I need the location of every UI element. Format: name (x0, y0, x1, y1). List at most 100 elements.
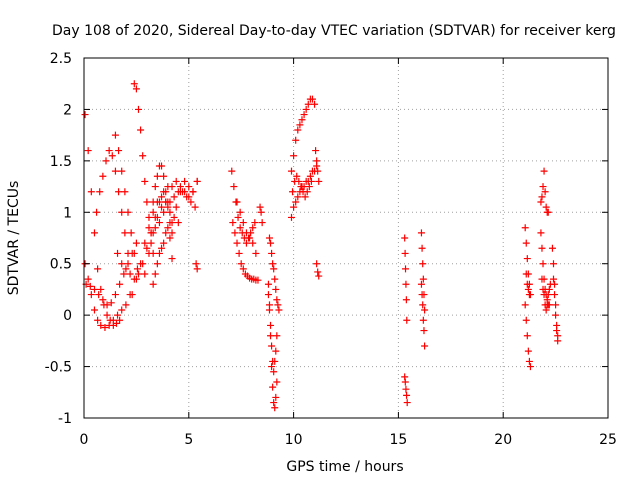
data-point (164, 203, 172, 211)
y-tick-label: -1 (58, 411, 72, 427)
data-point (401, 373, 409, 381)
data-point (541, 188, 549, 196)
data-point (551, 280, 559, 288)
data-point (168, 183, 176, 191)
data-point (181, 177, 189, 185)
plot-area-frame (83, 57, 609, 419)
data-point (548, 244, 556, 252)
data-point (419, 316, 427, 324)
data-point (189, 188, 197, 196)
data-point (172, 177, 180, 185)
data-point (112, 319, 120, 327)
series-arc-x (289, 172, 315, 201)
data-point (268, 342, 276, 350)
data-point (149, 198, 157, 206)
data-point (114, 311, 122, 319)
data-point (270, 399, 278, 407)
data-point (306, 172, 314, 180)
data-point (149, 229, 157, 237)
data-point (143, 244, 151, 252)
data-point (115, 147, 123, 155)
data-point (134, 105, 142, 113)
data-point (242, 229, 250, 237)
data-point (158, 244, 166, 252)
data-point (122, 265, 130, 273)
data-point (419, 275, 427, 283)
data-point (268, 249, 276, 257)
data-point (524, 347, 532, 355)
data-point (114, 249, 122, 257)
data-point (523, 255, 531, 263)
y-tick-label: -0.5 (45, 360, 72, 376)
series-arc-n (192, 260, 201, 273)
data-point (314, 268, 322, 276)
data-point (236, 224, 244, 232)
chart-title: Day 108 of 2020, Sidereal Day-to-day VTE… (52, 23, 616, 39)
data-point (116, 316, 124, 324)
data-point (304, 100, 312, 108)
data-point (155, 219, 163, 227)
data-point (170, 193, 178, 201)
data-point (523, 332, 531, 340)
data-point (419, 260, 427, 268)
data-point (417, 280, 425, 288)
data-point (231, 229, 239, 237)
data-point (294, 126, 302, 134)
data-point (545, 285, 553, 293)
data-point (269, 260, 277, 268)
data-point (271, 404, 279, 412)
series-arc-22b (537, 229, 553, 309)
series-arc-22e (550, 275, 562, 340)
data-point (305, 183, 313, 191)
data-point (421, 306, 429, 314)
data-point (402, 265, 410, 273)
data-point (107, 299, 115, 307)
data-point (292, 136, 300, 144)
data-point (90, 229, 98, 237)
data-point (268, 363, 276, 371)
series-arc-q (233, 198, 260, 257)
data-point (101, 323, 109, 331)
series-arc-15a (401, 234, 411, 324)
data-point (523, 280, 531, 288)
data-point (418, 244, 426, 252)
data-point (420, 327, 428, 335)
x-axis-tick-labels: 0 5 10 15 20 25 (80, 432, 617, 448)
y-tick-label: 1.5 (50, 154, 72, 170)
data-point (193, 177, 201, 185)
data-point (134, 270, 142, 278)
data-point (132, 239, 140, 247)
data-point (168, 255, 176, 263)
data-point (90, 285, 98, 293)
data-point (401, 249, 409, 257)
data-point (137, 260, 145, 268)
data-point (230, 183, 238, 191)
data-point (234, 213, 242, 221)
x-tick-label: 25 (599, 432, 617, 448)
data-point (273, 378, 281, 386)
data-point (97, 321, 105, 329)
data-point (124, 208, 132, 216)
series-arc-e (111, 131, 141, 273)
data-point (87, 188, 95, 196)
data-point (293, 172, 301, 180)
data-point (403, 316, 411, 324)
series-arc-p (229, 219, 262, 284)
data-point (160, 239, 168, 247)
data-point (160, 208, 168, 216)
series-arc-15b (401, 373, 411, 407)
data-point (111, 131, 119, 139)
data-point (126, 270, 134, 278)
data-point (147, 239, 155, 247)
data-point (111, 291, 119, 299)
data-point (522, 270, 530, 278)
data-point (522, 239, 530, 247)
data-point (158, 193, 166, 201)
series-arc-m (168, 177, 201, 227)
data-point (552, 301, 560, 309)
data-point (401, 234, 409, 242)
data-point (289, 188, 297, 196)
data-point (249, 224, 257, 232)
data-point (108, 152, 116, 160)
data-point (270, 265, 278, 273)
